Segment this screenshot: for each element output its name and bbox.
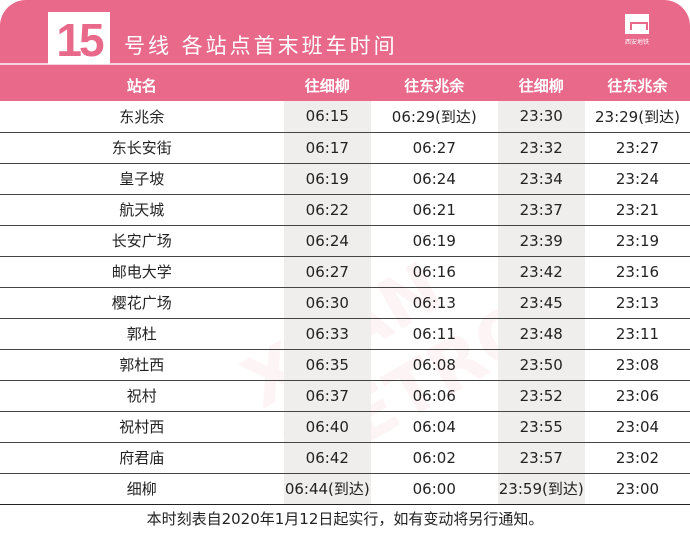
time-cell: 23:24 — [584, 163, 690, 195]
column-header: 往东兆余 — [607, 76, 668, 95]
column-header: 往细柳 — [518, 76, 564, 95]
table-row: 郭杜 06:33 06:11 23:48 23:11 — [0, 318, 690, 350]
table-header-row: 站名 往细柳 往东兆余 往细柳 往东兆余 — [0, 69, 690, 101]
time-cell: 06:33 — [283, 318, 372, 350]
time-cell: 23:39 — [497, 225, 585, 257]
time-cell: 06:17 — [283, 132, 372, 164]
time-cell: 23:50 — [497, 349, 585, 381]
station-name: 樱花广场 — [0, 287, 284, 319]
time-cell: 23:29(到达) — [584, 101, 690, 133]
time-cell: 23:42 — [497, 256, 585, 288]
time-cell: 06:19 — [283, 163, 372, 195]
time-cell: 06:24 — [371, 163, 498, 195]
time-cell: 23:45 — [497, 287, 585, 319]
time-cell: 23:27 — [584, 132, 690, 164]
time-cell: 06:30 — [283, 287, 372, 319]
footer-note: 本时刻表自2020年1月12日起实行，如有变动将另行通知。 — [146, 510, 544, 528]
table-row: 东长安街 06:17 06:27 23:32 23:27 — [0, 132, 690, 164]
header-banner — [0, 0, 690, 101]
time-cell: 06:22 — [283, 194, 372, 226]
time-cell: 06:02 — [371, 442, 498, 474]
page-title: 号线 各站点首末班车时间 — [124, 34, 398, 58]
time-cell: 23:59(到达) — [497, 473, 585, 505]
time-cell: 06:27 — [283, 256, 372, 288]
time-cell: 06:11 — [371, 318, 498, 350]
time-cell: 23:48 — [497, 318, 585, 350]
time-cell: 06:37 — [283, 380, 372, 412]
time-cell: 06:00 — [371, 473, 498, 505]
station-name: 东兆余 — [0, 101, 284, 133]
table-row: 长安广场 06:24 06:19 23:39 23:19 — [0, 225, 690, 257]
table-row: 皇子坡 06:19 06:24 23:34 23:24 — [0, 163, 690, 195]
time-cell: 23:16 — [584, 256, 690, 288]
table-row: 樱花广场 06:30 06:13 23:45 23:13 — [0, 287, 690, 319]
station-name: 祝村 — [0, 380, 284, 412]
table-row: 细柳 06:44(到达) 06:00 23:59(到达) 23:00 — [0, 473, 690, 505]
time-cell: 23:02 — [584, 442, 690, 474]
table-row: 祝村西 06:40 06:04 23:55 23:04 — [0, 411, 690, 443]
time-cell: 23:00 — [584, 473, 690, 505]
time-cell: 06:13 — [371, 287, 498, 319]
time-cell: 06:06 — [371, 380, 498, 412]
table-row: 郭杜西 06:35 06:08 23:50 23:08 — [0, 349, 690, 381]
station-name: 府君庙 — [0, 442, 284, 474]
time-cell: 23:37 — [497, 194, 585, 226]
time-cell: 06:08 — [371, 349, 498, 381]
column-header: 站名 — [126, 76, 157, 95]
table-row: 邮电大学 06:27 06:16 23:42 23:16 — [0, 256, 690, 288]
time-cell: 06:42 — [283, 442, 372, 474]
metro-logo: 西安地铁 — [620, 14, 654, 54]
time-cell: 23:21 — [584, 194, 690, 226]
station-name: 东长安街 — [0, 132, 284, 164]
station-name: 皇子坡 — [0, 163, 284, 195]
time-cell: 06:44(到达) — [283, 473, 372, 505]
time-cell: 23:04 — [584, 411, 690, 443]
time-cell: 06:19 — [371, 225, 498, 257]
time-cell: 06:15 — [283, 101, 372, 133]
time-cell: 23:52 — [497, 380, 585, 412]
table-row: 府君庙 06:42 06:02 23:57 23:02 — [0, 442, 690, 474]
line-number-badge: 15 — [48, 12, 110, 66]
time-cell: 23:30 — [497, 101, 585, 133]
time-cell: 06:21 — [371, 194, 498, 226]
station-name: 细柳 — [0, 473, 284, 505]
table-row: 航天城 06:22 06:21 23:37 23:21 — [0, 194, 690, 226]
time-cell: 23:55 — [497, 411, 585, 443]
time-cell: 23:34 — [497, 163, 585, 195]
time-cell: 23:13 — [584, 287, 690, 319]
station-name: 郭杜西 — [0, 349, 284, 381]
station-name: 航天城 — [0, 194, 284, 226]
station-name: 郭杜 — [0, 318, 284, 350]
time-cell: 23:08 — [584, 349, 690, 381]
station-name: 邮电大学 — [0, 256, 284, 288]
time-cell: 06:24 — [283, 225, 372, 257]
time-cell: 23:19 — [584, 225, 690, 257]
time-cell: 06:35 — [283, 349, 372, 381]
time-cell: 23:06 — [584, 380, 690, 412]
time-cell: 23:11 — [584, 318, 690, 350]
time-cell: 23:57 — [497, 442, 585, 474]
time-cell: 06:40 — [283, 411, 372, 443]
time-cell: 06:29(到达) — [371, 101, 498, 133]
logo-text: 西安地铁 — [624, 39, 649, 46]
timetable: 站名 往细柳 往东兆余 往细柳 往东兆余 东兆余 06:15 06:29(到达) 23… — [0, 69, 690, 505]
column-header: 往东兆余 — [404, 76, 465, 95]
table-row: 东兆余 06:15 06:29(到达) 23:30 23:29(到达) — [0, 101, 690, 133]
metro-logo-icon — [625, 14, 649, 34]
header-divider — [0, 63, 690, 65]
column-header: 往细柳 — [304, 76, 350, 95]
table-row: 祝村 06:37 06:06 23:52 23:06 — [0, 380, 690, 412]
time-cell: 06:04 — [371, 411, 498, 443]
time-cell: 06:27 — [371, 132, 498, 164]
station-name: 长安广场 — [0, 225, 284, 257]
time-cell: 23:32 — [497, 132, 585, 164]
time-cell: 06:16 — [371, 256, 498, 288]
station-name: 祝村西 — [0, 411, 284, 443]
